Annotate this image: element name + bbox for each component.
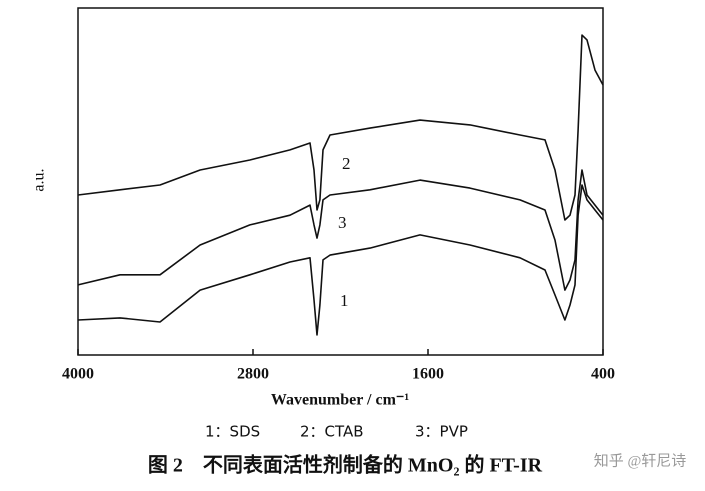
x-axis-label: Wavenumber / cm⁻¹ xyxy=(271,392,409,409)
watermark: 知乎 @轩尼诗 xyxy=(594,452,687,469)
spectrum-line xyxy=(77,184,604,336)
plot-frame xyxy=(77,7,604,356)
x-tick-label: 4000 xyxy=(62,366,94,383)
x-tick-label: 400 xyxy=(591,366,615,383)
spectrum-line xyxy=(77,34,604,221)
curve-label: 1 xyxy=(340,291,349,310)
curve-label: 2 xyxy=(342,154,351,173)
legend-entry: 3：PVP xyxy=(415,423,468,441)
caption: 图 2 不同表面活性剂制备的 MnO₂ 的 FT-IR xyxy=(148,453,543,477)
x-tick-label: 1600 xyxy=(412,366,444,383)
curve-label: 3 xyxy=(338,213,347,232)
y-axis-label: a.u. xyxy=(31,168,48,191)
spectrum-line xyxy=(77,169,604,291)
legend-entry: 1：SDS xyxy=(205,423,260,441)
legend-entry: 2：CTAB xyxy=(300,423,364,441)
x-tick-label: 2800 xyxy=(237,366,269,383)
